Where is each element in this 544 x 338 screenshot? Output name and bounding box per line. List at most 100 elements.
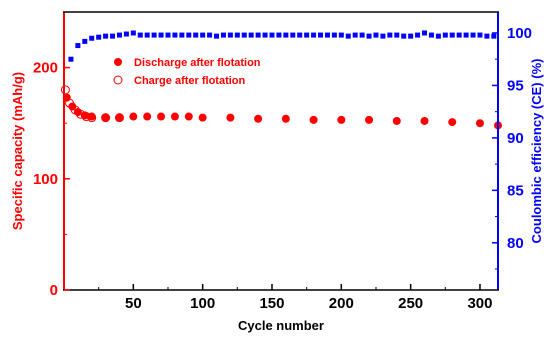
series-2-point (186, 32, 192, 38)
left-axis-title: Specific capacity (mAh/g) (10, 72, 25, 230)
x-tick-label: 150 (259, 295, 284, 312)
series-2-point (491, 33, 497, 39)
series-2-point (158, 32, 164, 38)
series-2-point (193, 32, 199, 38)
series-1-point (65, 98, 75, 108)
series-2-point (380, 33, 386, 39)
x-tick-label: 250 (398, 295, 423, 312)
series-2-point (276, 32, 282, 38)
legend-marker (113, 75, 123, 85)
series-2-point (151, 32, 157, 38)
series-2-point (89, 35, 95, 41)
series-2-point (207, 32, 213, 38)
series-2-point (401, 33, 407, 39)
series-2-point (311, 32, 317, 38)
series-2-point (75, 43, 81, 49)
series-2-point (394, 32, 400, 38)
x-tick-label: 100 (190, 295, 215, 312)
left-y-tick-label: 0 (50, 282, 58, 299)
series-1-point (87, 113, 97, 123)
series-2-point (234, 32, 240, 38)
series-2-point (449, 32, 455, 38)
series-2-point (297, 32, 303, 38)
right-y-tick-label: 80 (507, 235, 524, 252)
series-2-point (179, 32, 185, 38)
series-2-point (338, 32, 344, 38)
series-0-point (337, 115, 346, 124)
right-y-tick-label: 95 (507, 77, 524, 94)
series-0-point (448, 118, 457, 127)
series-1-point (81, 112, 91, 122)
series-2-point (283, 32, 289, 38)
series-2-point (68, 56, 74, 62)
series-0-point (309, 115, 318, 124)
series-2-point (463, 32, 469, 38)
series-0-point (254, 114, 263, 123)
series-2-point (200, 32, 206, 38)
series-0-point (184, 112, 193, 121)
series-2-point (96, 34, 102, 40)
right-y-tick-label: 90 (507, 130, 524, 147)
right-y-tick-label: 85 (507, 182, 524, 199)
series-2-point (331, 32, 337, 38)
series-2-point (442, 32, 448, 38)
legend-label: Charge after flotation (134, 75, 246, 87)
series-0-point (365, 115, 374, 124)
series-2-point (269, 32, 275, 38)
series-0-point (115, 113, 124, 122)
series-0-point (420, 116, 429, 125)
series-2-point (352, 32, 358, 38)
series-2-point (248, 32, 254, 38)
legend-marker (114, 58, 122, 66)
left-y-tick-label: 200 (33, 60, 58, 77)
series-0-point (129, 112, 138, 121)
series-2-point (408, 33, 414, 39)
series-2-point (422, 30, 428, 36)
left-y-tick-label: 100 (33, 171, 58, 188)
series-2-point (470, 32, 476, 38)
series-2-point (387, 32, 393, 38)
series-2-point (345, 33, 351, 39)
series-2-point (415, 32, 421, 38)
series-0-point (143, 112, 152, 121)
series-2-point (318, 32, 324, 38)
series-2-point (255, 32, 261, 38)
series-2-point (130, 30, 136, 36)
series-2-point (165, 32, 171, 38)
series-2-point (116, 32, 122, 38)
series-2-point (241, 32, 247, 38)
series-0-point (475, 119, 484, 128)
series-2-point (373, 32, 379, 38)
series-2-point (290, 32, 296, 38)
series-2-point (214, 33, 220, 39)
series-2-point (484, 33, 490, 39)
right-y-tick-label: 100 (507, 25, 532, 42)
x-tick-label: 300 (467, 295, 492, 312)
series-0-point (226, 113, 235, 122)
series-2-point (304, 32, 310, 38)
series-2-point (227, 32, 233, 38)
series-1-point (70, 105, 80, 115)
series-2-point (262, 32, 268, 38)
series-2-point (144, 32, 150, 38)
series-0-point (101, 113, 110, 122)
series-0-point (157, 112, 166, 121)
series-2-point (324, 32, 330, 38)
x-tick-label: 200 (329, 295, 354, 312)
series-0-point (392, 116, 401, 125)
series-0-point (198, 113, 207, 122)
series-2-point (137, 32, 143, 38)
x-tick-label: 50 (125, 295, 142, 312)
series-0-point (281, 114, 290, 123)
series-1-point (101, 113, 111, 123)
series-2-point (123, 31, 129, 37)
series-2-point (359, 32, 365, 38)
series-1-point (76, 109, 86, 119)
legend: Discharge after flotation Charge after fl… (113, 57, 261, 87)
series-2-point (172, 32, 178, 38)
data-marks (60, 30, 502, 130)
series-2-point (220, 32, 226, 38)
right-axis-title: Coulombic efficiency (CE) (%) (529, 59, 544, 244)
series-2-point (435, 33, 441, 39)
